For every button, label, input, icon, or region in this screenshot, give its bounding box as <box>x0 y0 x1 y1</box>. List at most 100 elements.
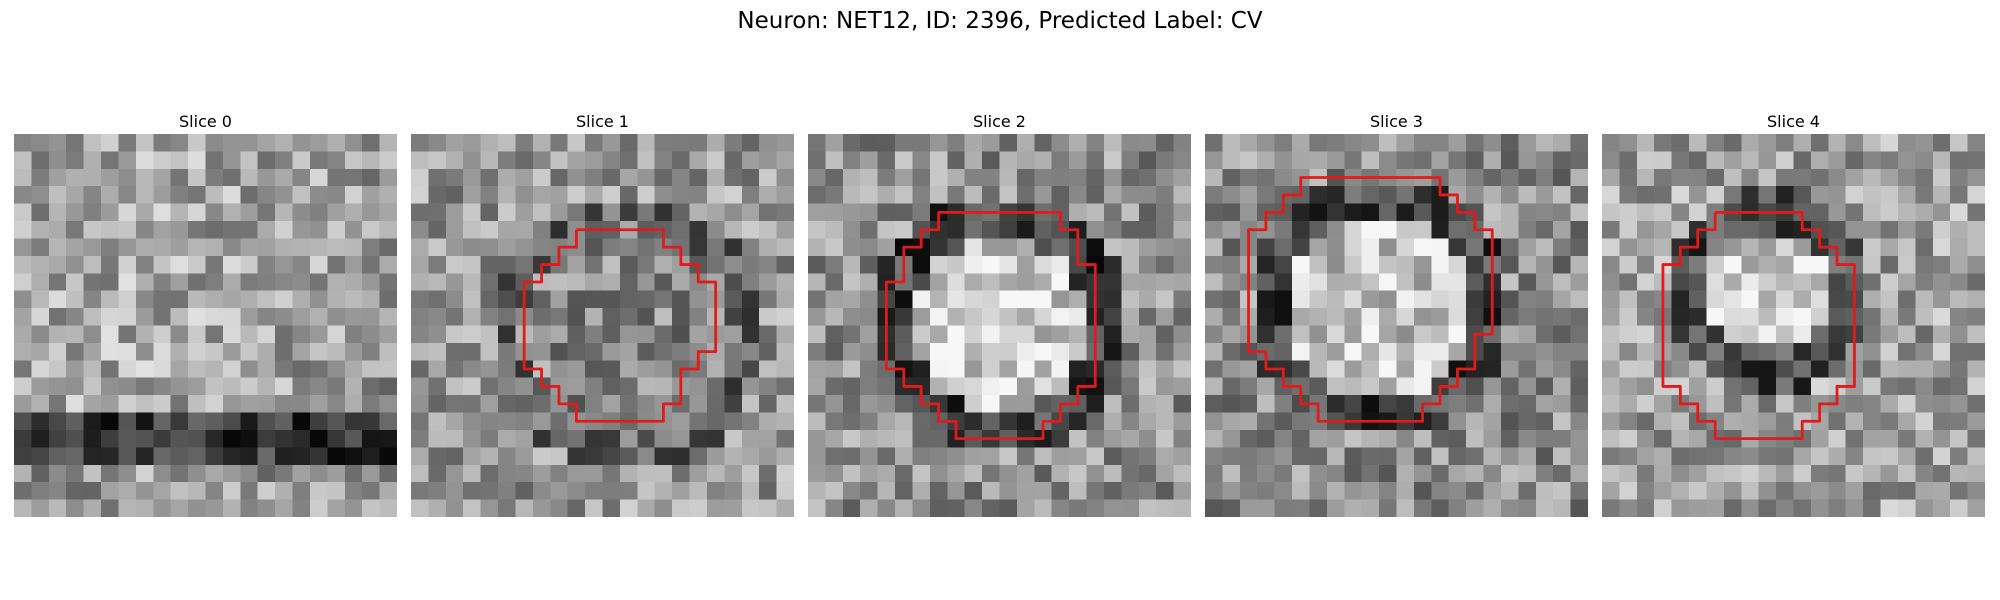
image-pixel <box>31 395 50 413</box>
image-pixel <box>842 308 861 326</box>
image-pixel <box>1915 377 1934 396</box>
image-pixel <box>31 273 50 292</box>
segmentation-contour <box>1247 176 1494 423</box>
image-pixel <box>292 186 311 204</box>
image-pixel <box>1915 499 1934 517</box>
image-pixel <box>1602 447 1620 466</box>
image-pixel <box>672 412 690 431</box>
image-pixel <box>1309 377 1328 396</box>
image-pixel <box>1222 482 1241 500</box>
image-pixel <box>1810 255 1829 274</box>
image-pixel <box>741 395 760 413</box>
image-pixel <box>1138 290 1157 309</box>
image-pixel <box>1758 342 1777 361</box>
image-pixel <box>344 342 363 361</box>
image-pixel <box>982 325 1000 344</box>
image-pixel <box>1326 221 1345 239</box>
image-pixel <box>1086 395 1105 413</box>
image-pixel <box>808 238 826 257</box>
image-pixel <box>1967 238 1985 257</box>
image-pixel <box>1967 273 1985 292</box>
image-pixel <box>1776 134 1794 152</box>
image-pixel <box>860 482 878 500</box>
image-pixel <box>1758 412 1777 431</box>
image-pixel <box>550 221 569 239</box>
image-pixel <box>1309 134 1328 152</box>
image-pixel <box>1689 429 1707 448</box>
image-pixel <box>1448 499 1467 517</box>
image-pixel <box>1897 290 1916 309</box>
image-pixel <box>463 168 481 187</box>
image-pixel <box>842 412 861 431</box>
image-pixel <box>999 273 1018 292</box>
image-pixel <box>48 429 67 448</box>
image-pixel <box>724 255 743 274</box>
image-pixel <box>1793 186 1812 204</box>
image-pixel <box>1828 342 1847 361</box>
image-pixel <box>776 238 794 257</box>
image-pixel <box>498 412 516 431</box>
image-pixel <box>895 203 913 222</box>
image-pixel <box>118 482 137 500</box>
image-pixel <box>188 186 206 204</box>
image-pixel <box>585 464 603 483</box>
image-pixel <box>1518 203 1537 222</box>
image-pixel <box>877 186 896 204</box>
image-pixel <box>1553 342 1571 361</box>
image-pixel <box>1016 499 1035 517</box>
image-pixel <box>1500 429 1519 448</box>
image-pixel <box>1292 273 1310 292</box>
image-pixel <box>1793 395 1812 413</box>
image-pixel <box>1500 151 1519 170</box>
image-pixel <box>825 221 844 239</box>
image-pixel <box>619 482 638 500</box>
image-pixel <box>860 273 878 292</box>
image-pixel <box>379 447 397 466</box>
image-pixel <box>1274 151 1293 170</box>
image-pixel <box>1845 151 1864 170</box>
image-pixel <box>1086 499 1105 517</box>
image-pixel <box>1535 290 1554 309</box>
image-pixel <box>1121 151 1140 170</box>
image-pixel <box>309 221 328 239</box>
image-pixel <box>964 395 983 413</box>
image-pixel <box>825 342 844 361</box>
image-pixel <box>1793 290 1812 309</box>
image-pixel <box>257 308 276 326</box>
image-pixel <box>188 499 206 517</box>
image-pixel <box>567 499 586 517</box>
image-pixel <box>637 429 656 448</box>
image-pixel <box>48 325 67 344</box>
image-pixel <box>929 377 948 396</box>
image-pixel <box>1897 499 1916 517</box>
image-pixel <box>445 273 464 292</box>
image-pixel <box>275 221 293 239</box>
image-pixel <box>1205 273 1223 292</box>
image-pixel <box>480 290 499 309</box>
image-pixel <box>825 168 844 187</box>
image-pixel <box>135 308 154 326</box>
image-pixel <box>619 186 638 204</box>
image-pixel <box>1344 447 1363 466</box>
image-pixel <box>741 377 760 396</box>
image-pixel <box>31 290 50 309</box>
image-pixel <box>153 151 172 170</box>
image-pixel <box>1121 186 1140 204</box>
image-pixel <box>532 186 551 204</box>
image-pixel <box>842 203 861 222</box>
image-pixel <box>1448 447 1467 466</box>
image-pixel <box>1741 360 1760 379</box>
image-pixel <box>1257 273 1275 292</box>
image-pixel <box>327 134 346 152</box>
image-pixel <box>362 238 380 257</box>
image-pixel <box>654 134 673 152</box>
image-pixel <box>1326 255 1345 274</box>
image-pixel <box>1880 221 1899 239</box>
image-pixel <box>428 412 447 431</box>
image-pixel <box>929 499 948 517</box>
image-pixel <box>1553 377 1571 396</box>
image-pixel <box>275 325 293 344</box>
image-pixel <box>83 429 102 448</box>
image-pixel <box>1570 290 1588 309</box>
image-pixel <box>1518 221 1537 239</box>
